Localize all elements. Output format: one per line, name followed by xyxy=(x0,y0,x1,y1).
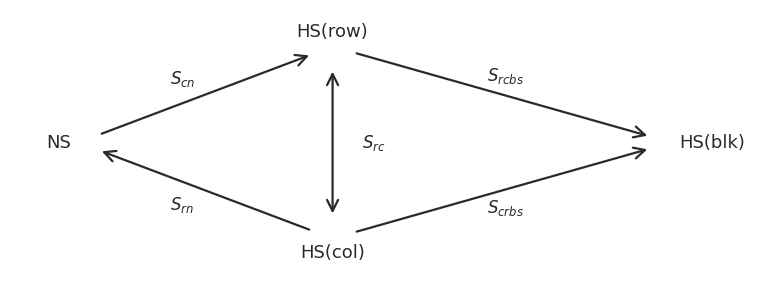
Text: HS(blk): HS(blk) xyxy=(679,133,745,152)
Text: $S_{rn}$: $S_{rn}$ xyxy=(170,195,194,215)
Text: $S_{crbs}$: $S_{crbs}$ xyxy=(488,198,524,218)
Text: $S_{rcbs}$: $S_{rcbs}$ xyxy=(488,66,524,86)
Text: HS(col): HS(col) xyxy=(300,244,365,262)
Text: $S_{rc}$: $S_{rc}$ xyxy=(362,133,386,152)
Text: $S_{cn}$: $S_{cn}$ xyxy=(169,69,195,89)
Text: HS(row): HS(row) xyxy=(297,23,369,41)
Text: NS: NS xyxy=(46,133,70,152)
